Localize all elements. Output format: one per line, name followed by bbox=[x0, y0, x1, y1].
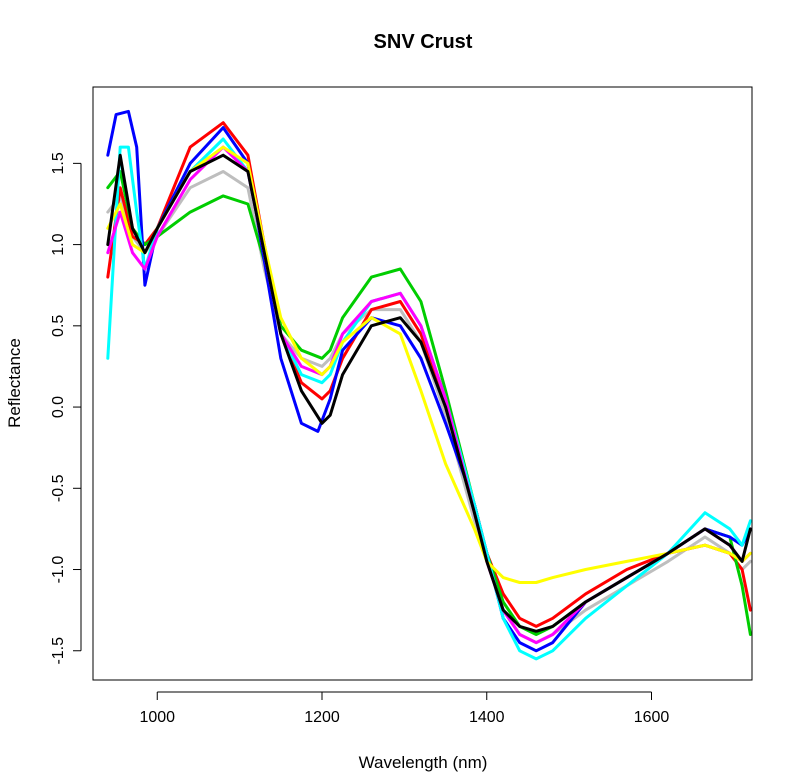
y-tick-label: -1.5 bbox=[50, 637, 67, 665]
series-line-5 bbox=[106, 137, 752, 661]
y-tick-label: 0.0 bbox=[50, 396, 67, 418]
x-tick-label: 1600 bbox=[634, 709, 670, 726]
x-axis: 1000 1200 1400 1600 bbox=[139, 691, 670, 726]
y-tick-label: 0.5 bbox=[50, 315, 67, 337]
chart-title: SNV Crust bbox=[374, 31, 473, 53]
series-line-8 bbox=[106, 153, 752, 633]
series-layer bbox=[106, 109, 752, 661]
y-tick-label: 1.0 bbox=[50, 233, 67, 255]
y-axis: -1.5 -1.0 -0.5 0.0 0.5 1.0 1.5 bbox=[50, 152, 82, 665]
y-axis-label: Reflectance bbox=[5, 338, 24, 428]
x-tick-label: 1000 bbox=[139, 709, 175, 726]
series-line-1 bbox=[106, 170, 752, 645]
y-tick-label: 1.5 bbox=[50, 152, 67, 174]
y-tick-label: -0.5 bbox=[50, 474, 67, 502]
y-tick-label: -1.0 bbox=[50, 556, 67, 584]
x-tick-label: 1400 bbox=[469, 709, 505, 726]
plot-frame bbox=[92, 86, 753, 681]
series-line-2 bbox=[106, 121, 752, 628]
x-tick-label: 1200 bbox=[304, 709, 340, 726]
x-axis-label: Wavelength (nm) bbox=[359, 753, 488, 772]
